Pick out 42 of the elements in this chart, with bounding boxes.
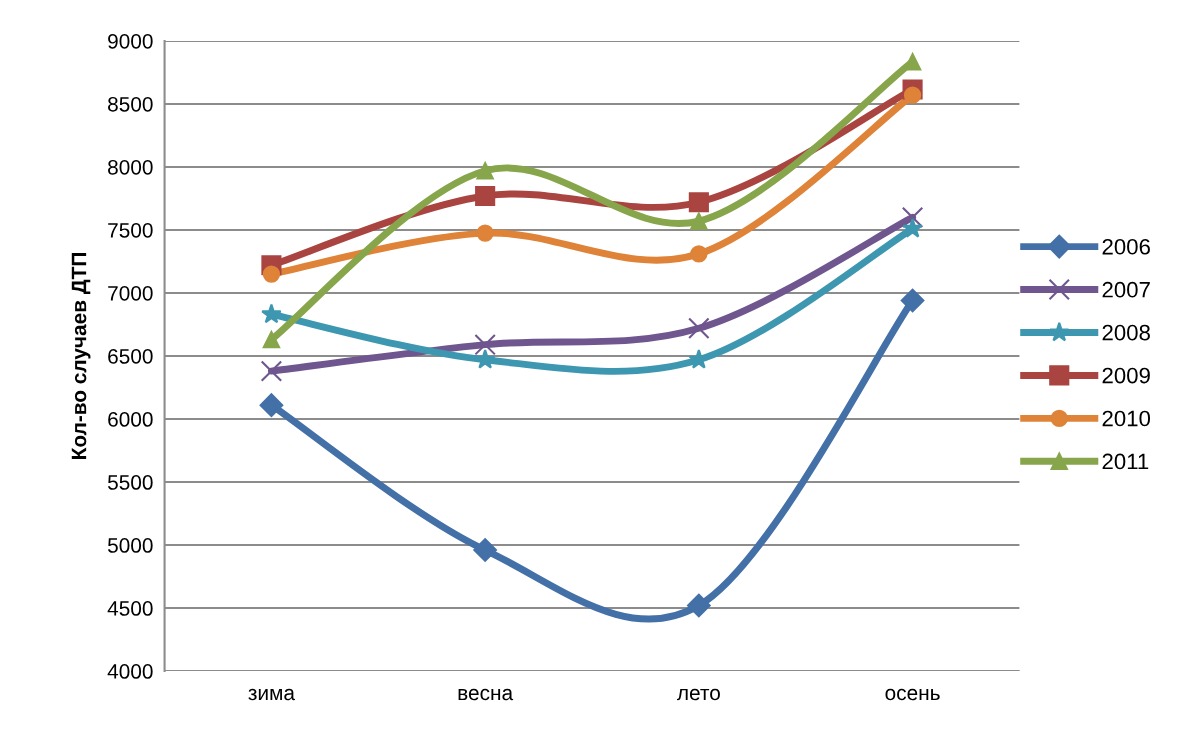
point [903,86,922,104]
point [261,303,282,324]
x-tick-label: осень [885,688,940,701]
point [900,288,925,313]
y-tick-label: 5000 [107,538,153,553]
point [902,217,923,238]
legend-label: 2011 [1102,453,1149,470]
point [901,206,924,229]
y-tick-label: 8000 [108,159,153,175]
point [473,538,497,562]
point [688,192,709,213]
y-tick-label: 6000 [108,412,153,427]
point [260,360,283,382]
x-tick-label: зима [248,688,295,701]
point [475,185,496,207]
point [474,349,496,369]
point [259,393,284,417]
legend-label: 2006 [1102,238,1150,255]
legend-label: 2007 [1102,281,1150,298]
y-tick-label: 4000 [107,664,153,679]
legend-label: 2010 [1102,410,1151,427]
point [262,330,281,349]
y-tick-label: 4500 [107,601,153,616]
y-axis-title: Кол-во случаев ДТП [71,253,91,459]
legend-label: 2008 [1102,324,1150,341]
y-tick-label: 8500 [108,96,153,112]
y-tick-label: 7000 [108,285,153,301]
y-tick-label: 5500 [107,475,153,490]
x-tick-label: весна [458,688,514,701]
point [690,212,708,230]
y-tick-label: 9000 [108,33,153,49]
point [687,593,711,618]
point [476,162,494,180]
y-tick-label: 7500 [108,222,153,238]
y-tick-label: 6500 [108,349,153,364]
point [688,317,710,340]
point [690,245,708,263]
point [476,224,494,242]
point [474,333,496,356]
legend-label: 2009 [1102,367,1150,384]
point [262,265,281,283]
x-tick-label: лето [677,688,720,701]
